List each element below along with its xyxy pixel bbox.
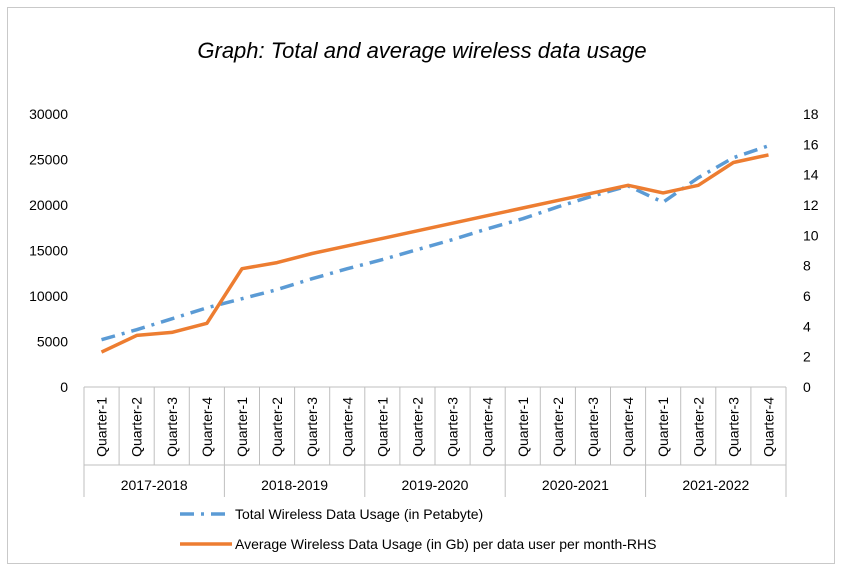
legend-label-total: Total Wireless Data Usage (in Petabyte) <box>235 506 483 522</box>
quarter-tick-label: Quarter-1 <box>234 397 250 457</box>
quarter-tick-label: Quarter-4 <box>480 397 496 457</box>
right-axis-tick-label: 4 <box>803 318 811 334</box>
right-axis-tick-label: 16 <box>803 136 819 152</box>
quarter-tick-label: Quarter-1 <box>94 397 110 457</box>
quarter-tick-label: Quarter-4 <box>620 397 636 457</box>
quarter-tick-label: Quarter-3 <box>585 397 601 457</box>
average-usage-series-line <box>100 153 769 354</box>
chart-frame <box>7 7 835 564</box>
right-axis-tick-label: 14 <box>803 167 819 183</box>
quarter-tick-label: Quarter-4 <box>760 397 776 457</box>
right-axis-tick-label: 12 <box>803 197 819 213</box>
quarter-tick-label: Quarter-1 <box>655 397 671 457</box>
quarter-tick-label: Quarter-4 <box>199 397 215 457</box>
left-axis-tick-label: 30000 <box>29 106 68 122</box>
chart-title: Graph: Total and average wireless data u… <box>197 38 647 63</box>
quarter-tick-label: Quarter-1 <box>374 397 390 457</box>
left-axis-tick-label: 0 <box>60 379 68 395</box>
year-group-label: 2020-2021 <box>542 477 609 493</box>
year-group-label: 2021-2022 <box>682 477 749 493</box>
year-group-label: 2019-2020 <box>402 477 469 493</box>
legend: Total Wireless Data Usage (in Petabyte) A… <box>180 506 656 552</box>
right-axis-tick-label: 6 <box>803 288 811 304</box>
year-group-label: 2018-2019 <box>261 477 328 493</box>
right-axis-tick-label: 8 <box>803 258 811 274</box>
quarter-tick-label: Quarter-3 <box>304 397 320 457</box>
right-axis-tick-label: 2 <box>803 349 811 365</box>
left-axis-tick-label: 10000 <box>29 288 68 304</box>
axes-group: 0 5000 10000 15000 20000 25000 30000 0 2 4 6 8 10 12 1… <box>29 106 819 497</box>
right-axis-tick-label: 10 <box>803 227 819 243</box>
quarter-tick-label: Quarter-2 <box>269 397 285 457</box>
quarter-tick-label: Quarter-2 <box>129 397 145 457</box>
left-axis-tick-label: 15000 <box>29 243 68 259</box>
left-axis-tick-label: 5000 <box>37 334 68 350</box>
quarter-tick-label: Quarter-3 <box>725 397 741 457</box>
right-axis-tick-label: 0 <box>803 379 811 395</box>
quarter-tick-label: Quarter-4 <box>339 397 355 457</box>
year-group-label: 2017-2018 <box>121 477 188 493</box>
left-axis-tick-label: 25000 <box>29 152 68 168</box>
quarter-tick-label: Quarter-3 <box>445 397 461 457</box>
total-usage-series-line <box>101 144 770 342</box>
right-axis-tick-label: 18 <box>803 106 819 122</box>
quarter-tick-label: Quarter-2 <box>690 397 706 457</box>
left-axis-tick-label: 20000 <box>29 197 68 213</box>
quarter-tick-label: Quarter-1 <box>515 397 531 457</box>
quarter-tick-label: Quarter-2 <box>409 397 425 457</box>
quarter-tick-label: Quarter-3 <box>164 397 180 457</box>
quarter-tick-label: Quarter-2 <box>550 397 566 457</box>
legend-label-average: Average Wireless Data Usage (in Gb) per … <box>235 536 656 552</box>
series-group <box>100 144 770 354</box>
